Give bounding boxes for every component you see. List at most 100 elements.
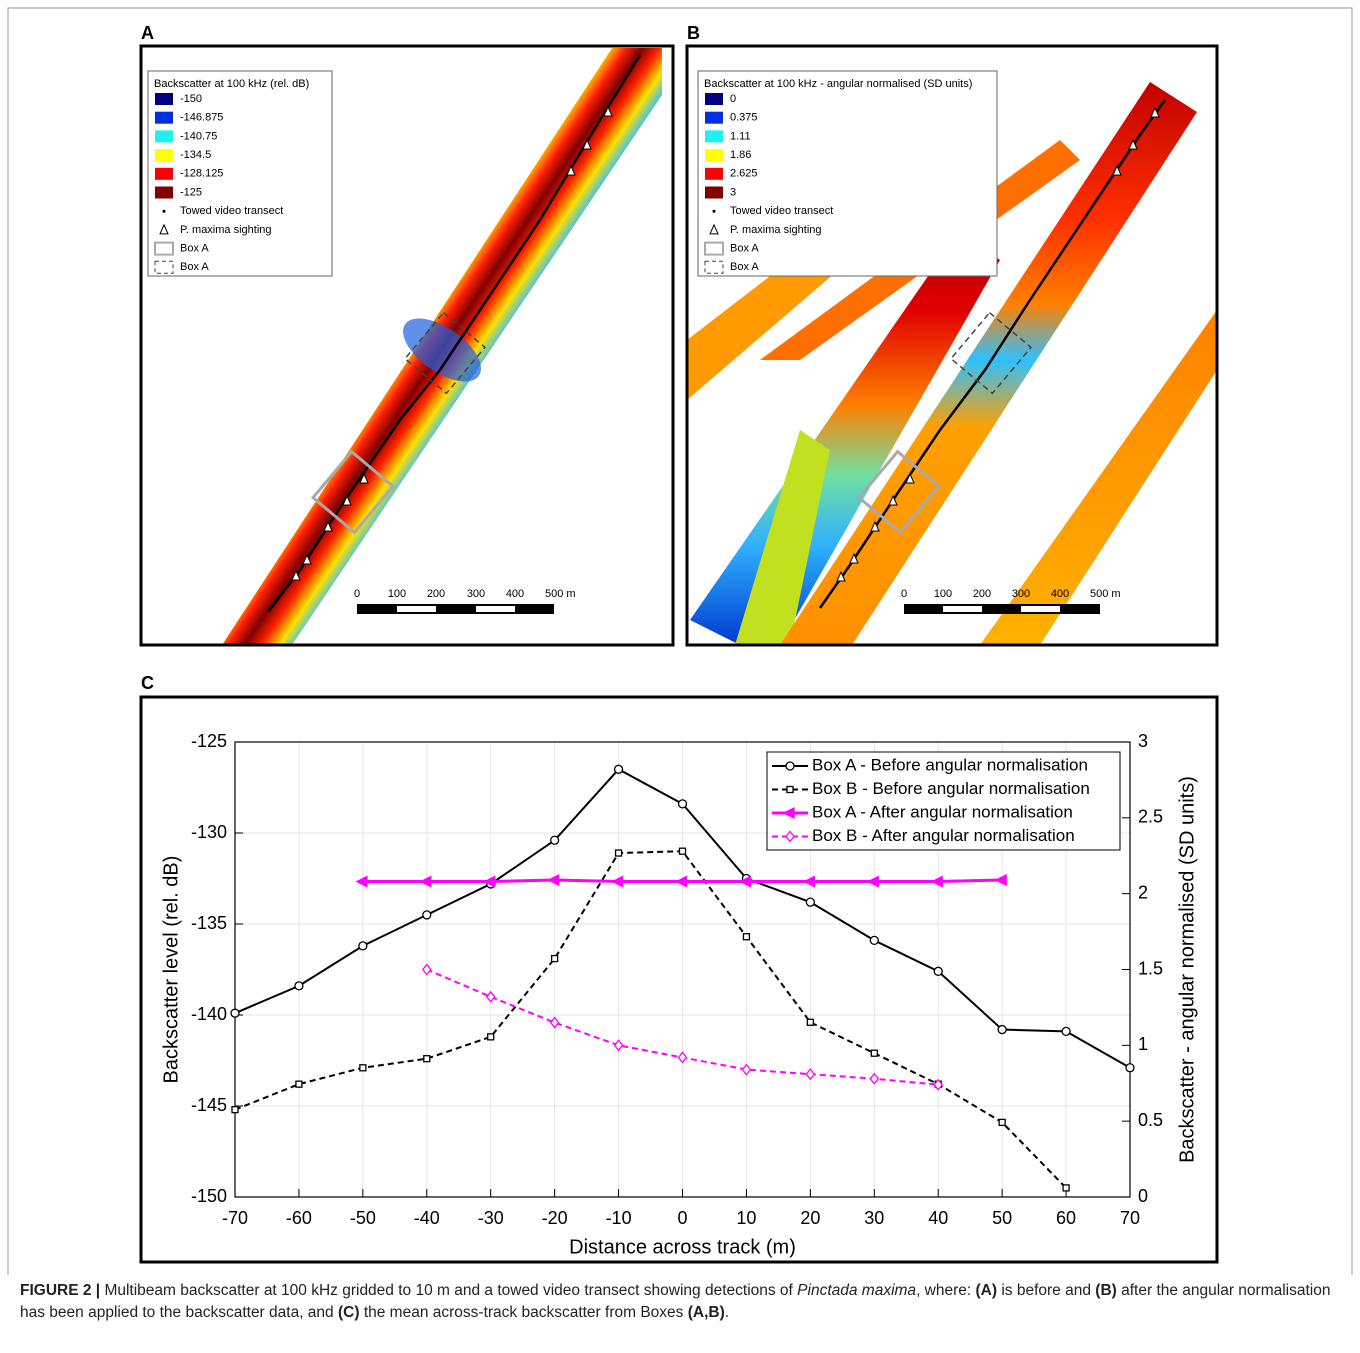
x-tick-label: -50 — [350, 1208, 376, 1228]
caption-ref: (A,B) — [687, 1304, 725, 1321]
x-axis-title: Distance across track (m) — [569, 1236, 796, 1258]
marker — [358, 941, 368, 951]
marker — [933, 1078, 944, 1091]
caption: FIGURE 2 | Multibeam backscatter at 100 … — [20, 1280, 1340, 1324]
series-line — [234, 850, 1067, 1189]
map-legend: Backscatter at 100 kHz - angular normali… — [697, 70, 998, 277]
scale-label: 300 — [467, 588, 485, 600]
marker — [483, 875, 496, 888]
y-tick-label: -125 — [191, 731, 227, 751]
legend-label: 3 — [730, 186, 736, 198]
legend-triangle — [709, 223, 719, 235]
marker — [231, 1105, 239, 1114]
y-tick-label: -145 — [191, 1095, 227, 1115]
y2-tick-label: 1 — [1138, 1034, 1148, 1054]
legend-swatch — [155, 130, 173, 143]
marker — [997, 1024, 1007, 1035]
legend-label: -134.5 — [180, 149, 211, 161]
legend-label: Towed video transect — [180, 205, 283, 217]
scale-label: 200 — [973, 588, 991, 600]
marker — [741, 1063, 752, 1076]
legend-label: Box A — [180, 243, 209, 255]
x-tick-label: -30 — [478, 1208, 504, 1228]
legend-box-swatch — [154, 260, 174, 274]
legend-swatch — [705, 167, 723, 180]
scale-label: 200 — [427, 588, 445, 600]
legend-label: 1.11 — [730, 130, 751, 142]
axes-box — [234, 741, 1131, 1198]
marker — [422, 910, 432, 920]
y-tick-label: -135 — [191, 913, 227, 933]
x-tick-label: 30 — [864, 1208, 884, 1228]
sightings — [291, 105, 613, 581]
legend-label: Box B - Before angular normalisation — [812, 779, 1090, 798]
transect — [818, 99, 1167, 609]
marker — [423, 1055, 431, 1063]
x-tick-label: 40 — [928, 1208, 948, 1228]
marker — [1061, 1026, 1071, 1037]
marker — [786, 785, 794, 794]
chart-frame — [139, 695, 1219, 1264]
marker — [785, 830, 795, 843]
scale-label: 500 m — [545, 588, 576, 600]
marker — [550, 954, 559, 963]
x-tick-label: -60 — [286, 1208, 312, 1228]
marker — [806, 1018, 815, 1026]
marker — [869, 1072, 880, 1085]
marker — [1062, 1184, 1070, 1192]
x-tick-label: 10 — [736, 1208, 756, 1228]
marker — [805, 1068, 816, 1081]
legend-swatch — [705, 186, 723, 199]
scale-label: 0 — [354, 588, 360, 600]
caption-text: . — [724, 1304, 730, 1321]
map-frame — [139, 44, 675, 647]
marker — [359, 1064, 367, 1072]
caption-text: the mean across-track backscatter from B… — [359, 1304, 688, 1321]
x-tick-label: -40 — [414, 1208, 440, 1228]
band — [980, 310, 1217, 645]
band — [735, 430, 830, 645]
scale-label: 100 — [388, 588, 406, 600]
scale-label: 400 — [506, 588, 524, 600]
legend-label: P. maxima sighting — [180, 224, 272, 236]
sightings — [836, 106, 1160, 582]
y-axis-title: Backscatter level (rel. dB) — [160, 856, 182, 1084]
x-tick-label: 70 — [1120, 1208, 1140, 1228]
legend-label: Towed video transect — [730, 205, 833, 217]
legend-dot — [712, 209, 716, 213]
legend-swatch — [705, 111, 723, 124]
legend-title: Backscatter at 100 kHz - angular normali… — [704, 78, 972, 90]
panel-label: B — [687, 23, 700, 43]
scale-label: 100 — [934, 588, 952, 600]
scale-bar — [357, 604, 554, 614]
legend-label: -125 — [180, 186, 202, 198]
legend-swatch — [155, 111, 173, 124]
legend-triangle — [159, 223, 169, 235]
scale-label: 0 — [901, 588, 907, 600]
legend-label: Box B - After angular normalisation — [812, 826, 1075, 845]
caption-text: is before and — [997, 1282, 1096, 1299]
legend-label: 0.375 — [730, 112, 758, 124]
marker — [782, 806, 795, 820]
marker — [547, 873, 560, 887]
marker — [421, 963, 432, 976]
marker — [994, 873, 1007, 887]
marker — [485, 990, 496, 1003]
marker — [675, 875, 688, 888]
scale-label: 500 m — [1090, 588, 1121, 600]
legend-box — [697, 70, 998, 277]
legend-swatch — [155, 186, 173, 199]
legend-label: 0 — [730, 93, 736, 105]
legend-label: -128.125 — [180, 168, 223, 180]
legend-swatch — [705, 130, 723, 143]
box-a — [310, 449, 396, 535]
legend-label: 2.625 — [730, 168, 758, 180]
marker — [738, 875, 752, 888]
marker — [613, 1039, 624, 1052]
y2-tick-label: 0 — [1138, 1186, 1148, 1206]
caption-text: after the angular normalisation has been… — [20, 1282, 1331, 1321]
caption-text: Multibeam backscatter at 100 kHz gridded… — [100, 1282, 798, 1299]
marker — [866, 875, 879, 888]
panel-label: A — [141, 23, 154, 43]
box-a — [856, 449, 942, 535]
